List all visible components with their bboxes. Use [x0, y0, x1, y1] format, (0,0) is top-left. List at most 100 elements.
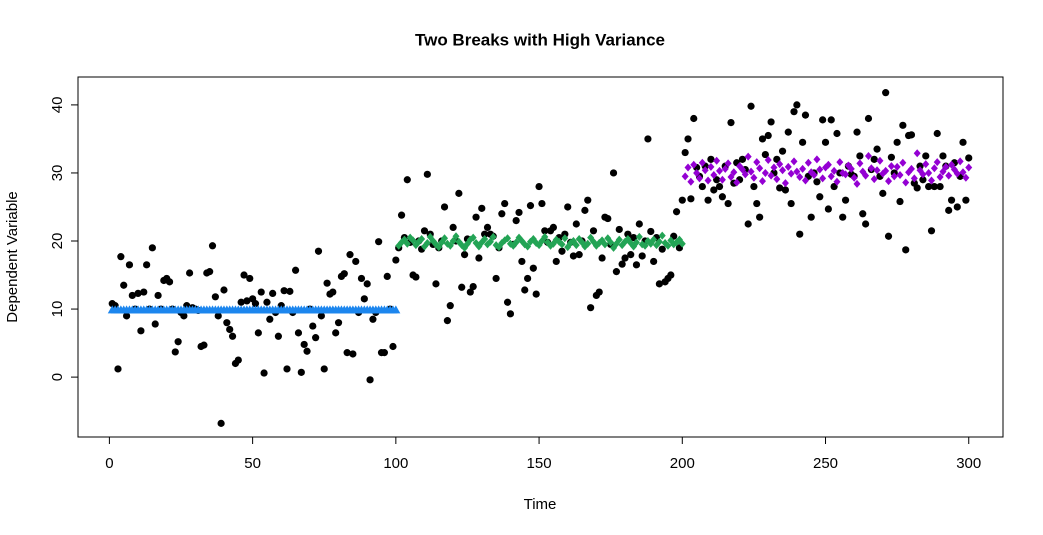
point	[781, 186, 790, 194]
point	[466, 288, 474, 296]
fitted-point	[907, 164, 915, 173]
fitted-point	[965, 163, 973, 172]
point	[667, 271, 675, 279]
fitted-point	[615, 235, 623, 244]
fitted-point	[558, 240, 566, 249]
point	[251, 300, 260, 308]
fitted-point	[913, 149, 921, 158]
fitted-point	[959, 168, 967, 177]
fitted-point	[435, 243, 443, 252]
point	[180, 312, 188, 320]
fitted-point	[690, 160, 698, 169]
point	[953, 203, 961, 211]
point	[524, 274, 532, 283]
point	[893, 138, 901, 146]
point	[254, 329, 262, 337]
point	[658, 245, 666, 253]
point	[117, 253, 125, 261]
point	[927, 227, 936, 235]
point	[483, 223, 492, 231]
point	[581, 206, 589, 214]
fitted-point	[446, 241, 454, 250]
point	[945, 206, 953, 214]
point	[587, 304, 595, 312]
point	[446, 302, 454, 310]
point	[873, 145, 881, 153]
fitted-point	[813, 155, 821, 164]
point	[498, 210, 506, 218]
point	[572, 220, 580, 228]
point	[165, 278, 174, 286]
point	[274, 332, 282, 340]
fitted-point	[733, 178, 741, 187]
point	[535, 182, 543, 191]
point	[784, 128, 792, 136]
point	[827, 116, 835, 124]
fitted-point	[741, 170, 749, 179]
point	[443, 317, 452, 325]
point	[862, 220, 870, 228]
point	[200, 341, 208, 349]
point	[799, 138, 807, 146]
fitted-point	[561, 234, 569, 243]
x-tick-label: 100	[383, 455, 408, 472]
y-axis-label: Dependent Variable	[4, 191, 21, 322]
point	[323, 279, 331, 287]
point	[884, 232, 893, 240]
point	[790, 108, 798, 116]
point	[704, 196, 712, 204]
point	[947, 196, 956, 204]
point	[778, 147, 787, 155]
point	[360, 295, 368, 303]
point	[234, 356, 242, 364]
fitted-point	[899, 158, 907, 167]
point	[211, 293, 219, 301]
point	[753, 199, 761, 208]
point	[403, 176, 411, 184]
x-tick-label: 200	[670, 455, 695, 472]
fitted-point	[572, 241, 580, 250]
point	[240, 271, 248, 279]
point	[899, 121, 907, 129]
point	[627, 251, 635, 259]
point	[214, 312, 222, 320]
point	[243, 297, 251, 305]
point	[352, 257, 360, 266]
point	[612, 268, 621, 276]
fitted-point	[730, 168, 738, 177]
fitted-point	[704, 176, 712, 185]
x-tick-label: 300	[956, 455, 981, 472]
fitted-point	[747, 167, 755, 176]
fitted-point	[698, 158, 706, 167]
point	[856, 152, 864, 160]
point	[824, 205, 832, 213]
point	[518, 257, 526, 266]
point	[392, 256, 400, 264]
fitted-point	[506, 239, 514, 248]
point	[690, 114, 698, 123]
point	[584, 196, 592, 204]
fitted-point	[658, 231, 666, 240]
point	[902, 246, 910, 254]
point	[718, 193, 726, 201]
point	[793, 101, 801, 109]
fitted-point	[721, 164, 729, 173]
fitted-point	[956, 157, 964, 166]
point	[618, 260, 626, 268]
fitted-point	[864, 151, 872, 160]
fitted-point	[655, 237, 663, 246]
fitted-point	[776, 160, 784, 169]
point	[137, 327, 145, 335]
fitted-point	[635, 232, 643, 241]
fitted-point	[910, 174, 918, 183]
point	[226, 325, 234, 334]
fitted-point	[830, 166, 838, 175]
fitted-point	[481, 234, 489, 243]
fitted-point	[423, 239, 431, 248]
point	[925, 182, 933, 191]
fitted-point	[836, 158, 844, 167]
point	[713, 176, 721, 184]
point	[859, 210, 867, 218]
fitted-point	[873, 166, 881, 175]
